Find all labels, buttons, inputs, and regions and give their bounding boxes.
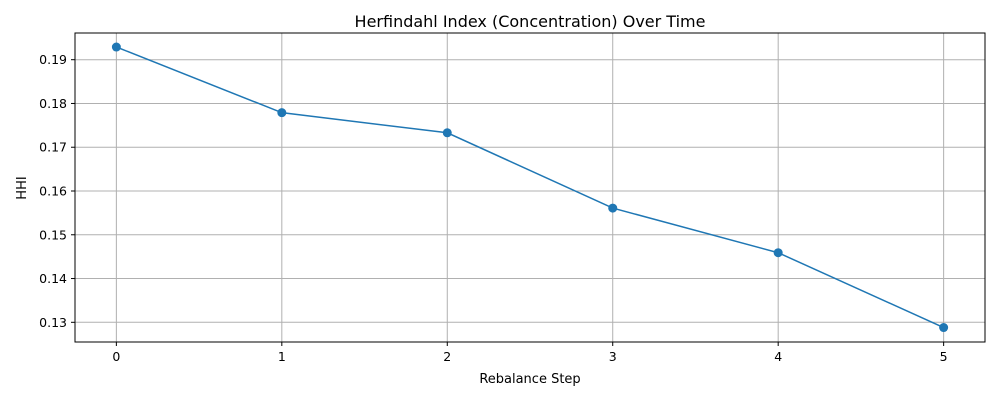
data-point (608, 203, 618, 213)
y-tick-label: 0.18 (39, 96, 67, 111)
data-point (939, 323, 949, 333)
y-tick-label: 0.15 (39, 227, 67, 242)
y-tick-label: 0.13 (39, 315, 67, 330)
x-tick-label: 0 (112, 349, 120, 364)
y-tick-label: 0.17 (39, 140, 67, 155)
grid-lines (75, 33, 985, 342)
x-tick-label: 5 (940, 349, 948, 364)
y-tick-label: 0.19 (39, 52, 67, 67)
x-tick-label: 2 (443, 349, 451, 364)
x-axis-label: Rebalance Step (479, 372, 580, 387)
chart-title: Herfindahl Index (Concentration) Over Ti… (355, 12, 706, 31)
plot-frame (74, 32, 986, 343)
x-tick-label: 1 (278, 349, 286, 364)
data-point (277, 108, 287, 118)
series-line (116, 46, 944, 329)
data-point (773, 248, 783, 258)
data-point (442, 128, 452, 138)
y-tick-label: 0.14 (39, 271, 67, 286)
x-tick-label: 3 (609, 349, 617, 364)
axis-ticks (71, 59, 945, 346)
x-tick-label: 4 (774, 349, 782, 364)
y-axis-label: HHI (15, 176, 30, 199)
data-point (111, 42, 121, 52)
y-tick-label: 0.16 (39, 184, 67, 199)
series-hhi (111, 42, 949, 333)
